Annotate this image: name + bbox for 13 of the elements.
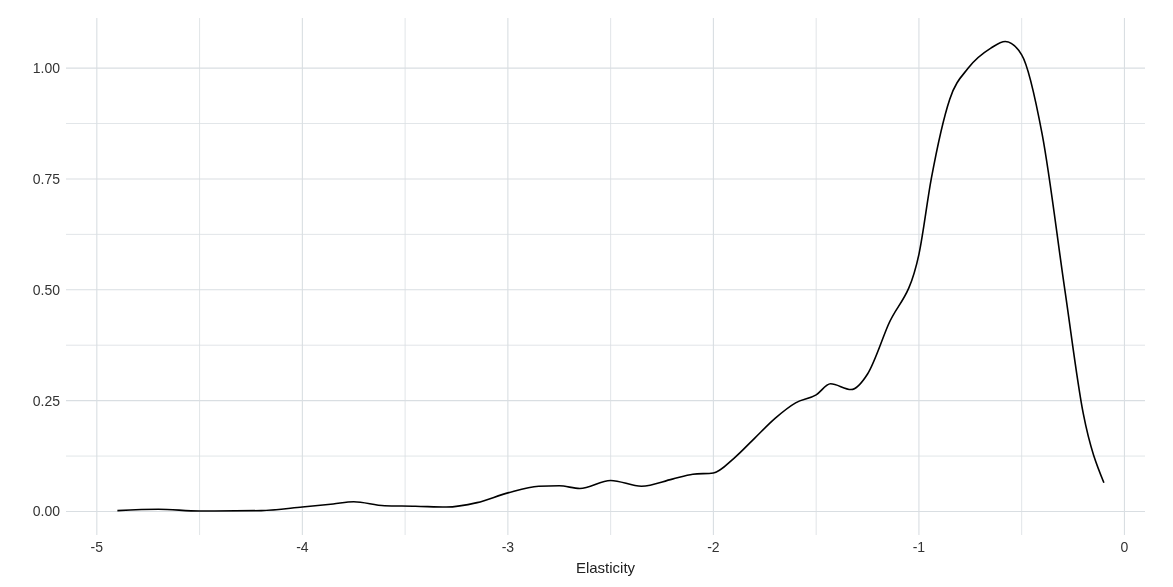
y-tick-label: 0.00 — [32, 503, 61, 520]
y-tick-label: 1.00 — [32, 60, 61, 76]
x-tick-label: -2 — [707, 539, 720, 555]
x-tick-label: 0 — [1120, 539, 1129, 555]
y-tick-label: 0.75 — [32, 170, 61, 187]
x-axis-title: Elasticity — [575, 559, 636, 576]
x-tick-label: -1 — [912, 539, 926, 555]
x-tick-label: -3 — [501, 539, 515, 555]
y-tick-label: 0.25 — [32, 392, 61, 409]
x-tick-label: -4 — [296, 539, 309, 555]
line-series — [116, 40, 1105, 512]
y-tick-label: 0.50 — [32, 281, 61, 298]
x-tick-label: -5 — [90, 539, 104, 555]
